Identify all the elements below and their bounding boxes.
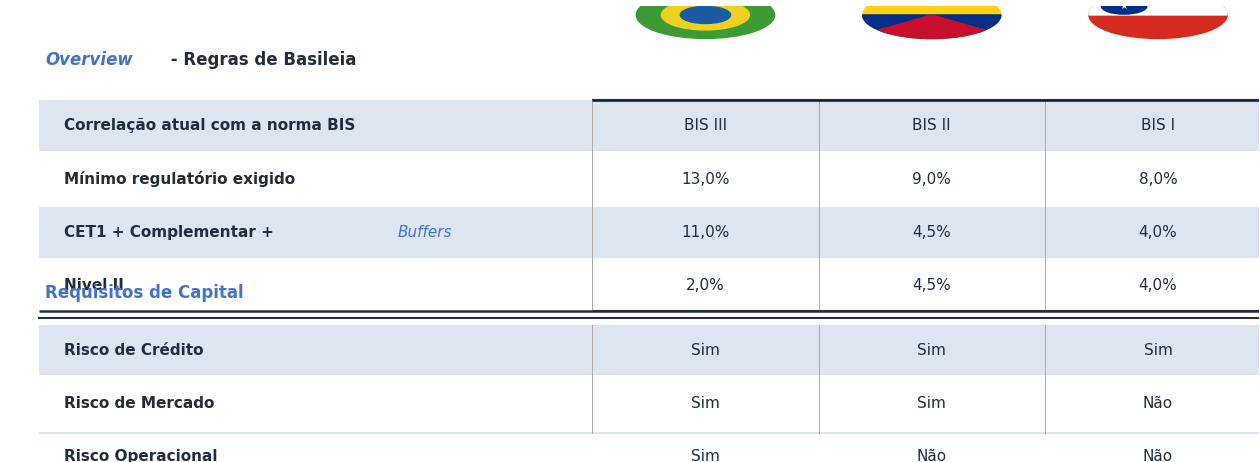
FancyBboxPatch shape [39, 432, 592, 462]
Text: Não: Não [1143, 450, 1173, 462]
FancyBboxPatch shape [39, 261, 592, 311]
FancyBboxPatch shape [592, 207, 1260, 258]
Text: Risco Operacional: Risco Operacional [64, 450, 218, 462]
FancyBboxPatch shape [592, 378, 1260, 429]
Text: BIS III: BIS III [684, 118, 727, 133]
Wedge shape [878, 15, 985, 38]
Text: 8,0%: 8,0% [1139, 171, 1177, 187]
Text: BIS II: BIS II [912, 118, 951, 133]
Text: Sim: Sim [917, 343, 946, 358]
FancyBboxPatch shape [39, 325, 592, 375]
Text: Risco de Mercado: Risco de Mercado [64, 396, 214, 411]
Text: Não: Não [917, 450, 946, 462]
Text: Sim: Sim [1144, 343, 1173, 358]
FancyBboxPatch shape [592, 100, 1260, 151]
FancyBboxPatch shape [592, 432, 1260, 462]
Text: 2,0%: 2,0% [685, 279, 724, 293]
Text: Sim: Sim [690, 450, 719, 462]
Text: Overview: Overview [45, 51, 134, 69]
FancyBboxPatch shape [592, 325, 1260, 375]
Circle shape [1089, 0, 1227, 38]
FancyBboxPatch shape [39, 378, 592, 429]
Circle shape [863, 0, 1000, 38]
Text: Buffers: Buffers [397, 225, 452, 240]
Text: Correlação atual com a norma BIS: Correlação atual com a norma BIS [64, 118, 355, 133]
Circle shape [662, 0, 750, 30]
Text: ★: ★ [1120, 1, 1129, 12]
Text: 11,0%: 11,0% [682, 225, 730, 240]
Text: Sim: Sim [690, 396, 719, 411]
Text: Requisitos de Capital: Requisitos de Capital [45, 284, 244, 302]
FancyBboxPatch shape [592, 154, 1260, 204]
Text: 13,0%: 13,0% [682, 171, 730, 187]
Text: 4,5%: 4,5% [912, 279, 951, 293]
FancyBboxPatch shape [592, 261, 1260, 311]
Text: Sim: Sim [917, 396, 946, 411]
Circle shape [1101, 0, 1147, 14]
Wedge shape [863, 15, 1000, 38]
FancyBboxPatch shape [39, 207, 592, 258]
FancyBboxPatch shape [39, 100, 592, 151]
FancyBboxPatch shape [39, 154, 592, 204]
Text: 4,5%: 4,5% [912, 225, 951, 240]
Wedge shape [1089, 0, 1227, 15]
Text: BIS I: BIS I [1142, 118, 1176, 133]
Text: Risco de Crédito: Risco de Crédito [64, 343, 204, 358]
Text: Mínimo regulatório exigido: Mínimo regulatório exigido [64, 171, 295, 187]
Text: Não: Não [1143, 396, 1173, 411]
Text: CET1 + Complementar +: CET1 + Complementar + [64, 225, 280, 240]
Text: Sim: Sim [690, 343, 719, 358]
Text: 4,0%: 4,0% [1139, 279, 1177, 293]
Text: Nivel II: Nivel II [64, 279, 125, 293]
Text: - Regras de Basileia: - Regras de Basileia [165, 51, 357, 69]
Circle shape [636, 0, 775, 38]
Text: 4,0%: 4,0% [1139, 225, 1177, 240]
Text: 9,0%: 9,0% [912, 171, 951, 187]
Circle shape [680, 6, 731, 24]
